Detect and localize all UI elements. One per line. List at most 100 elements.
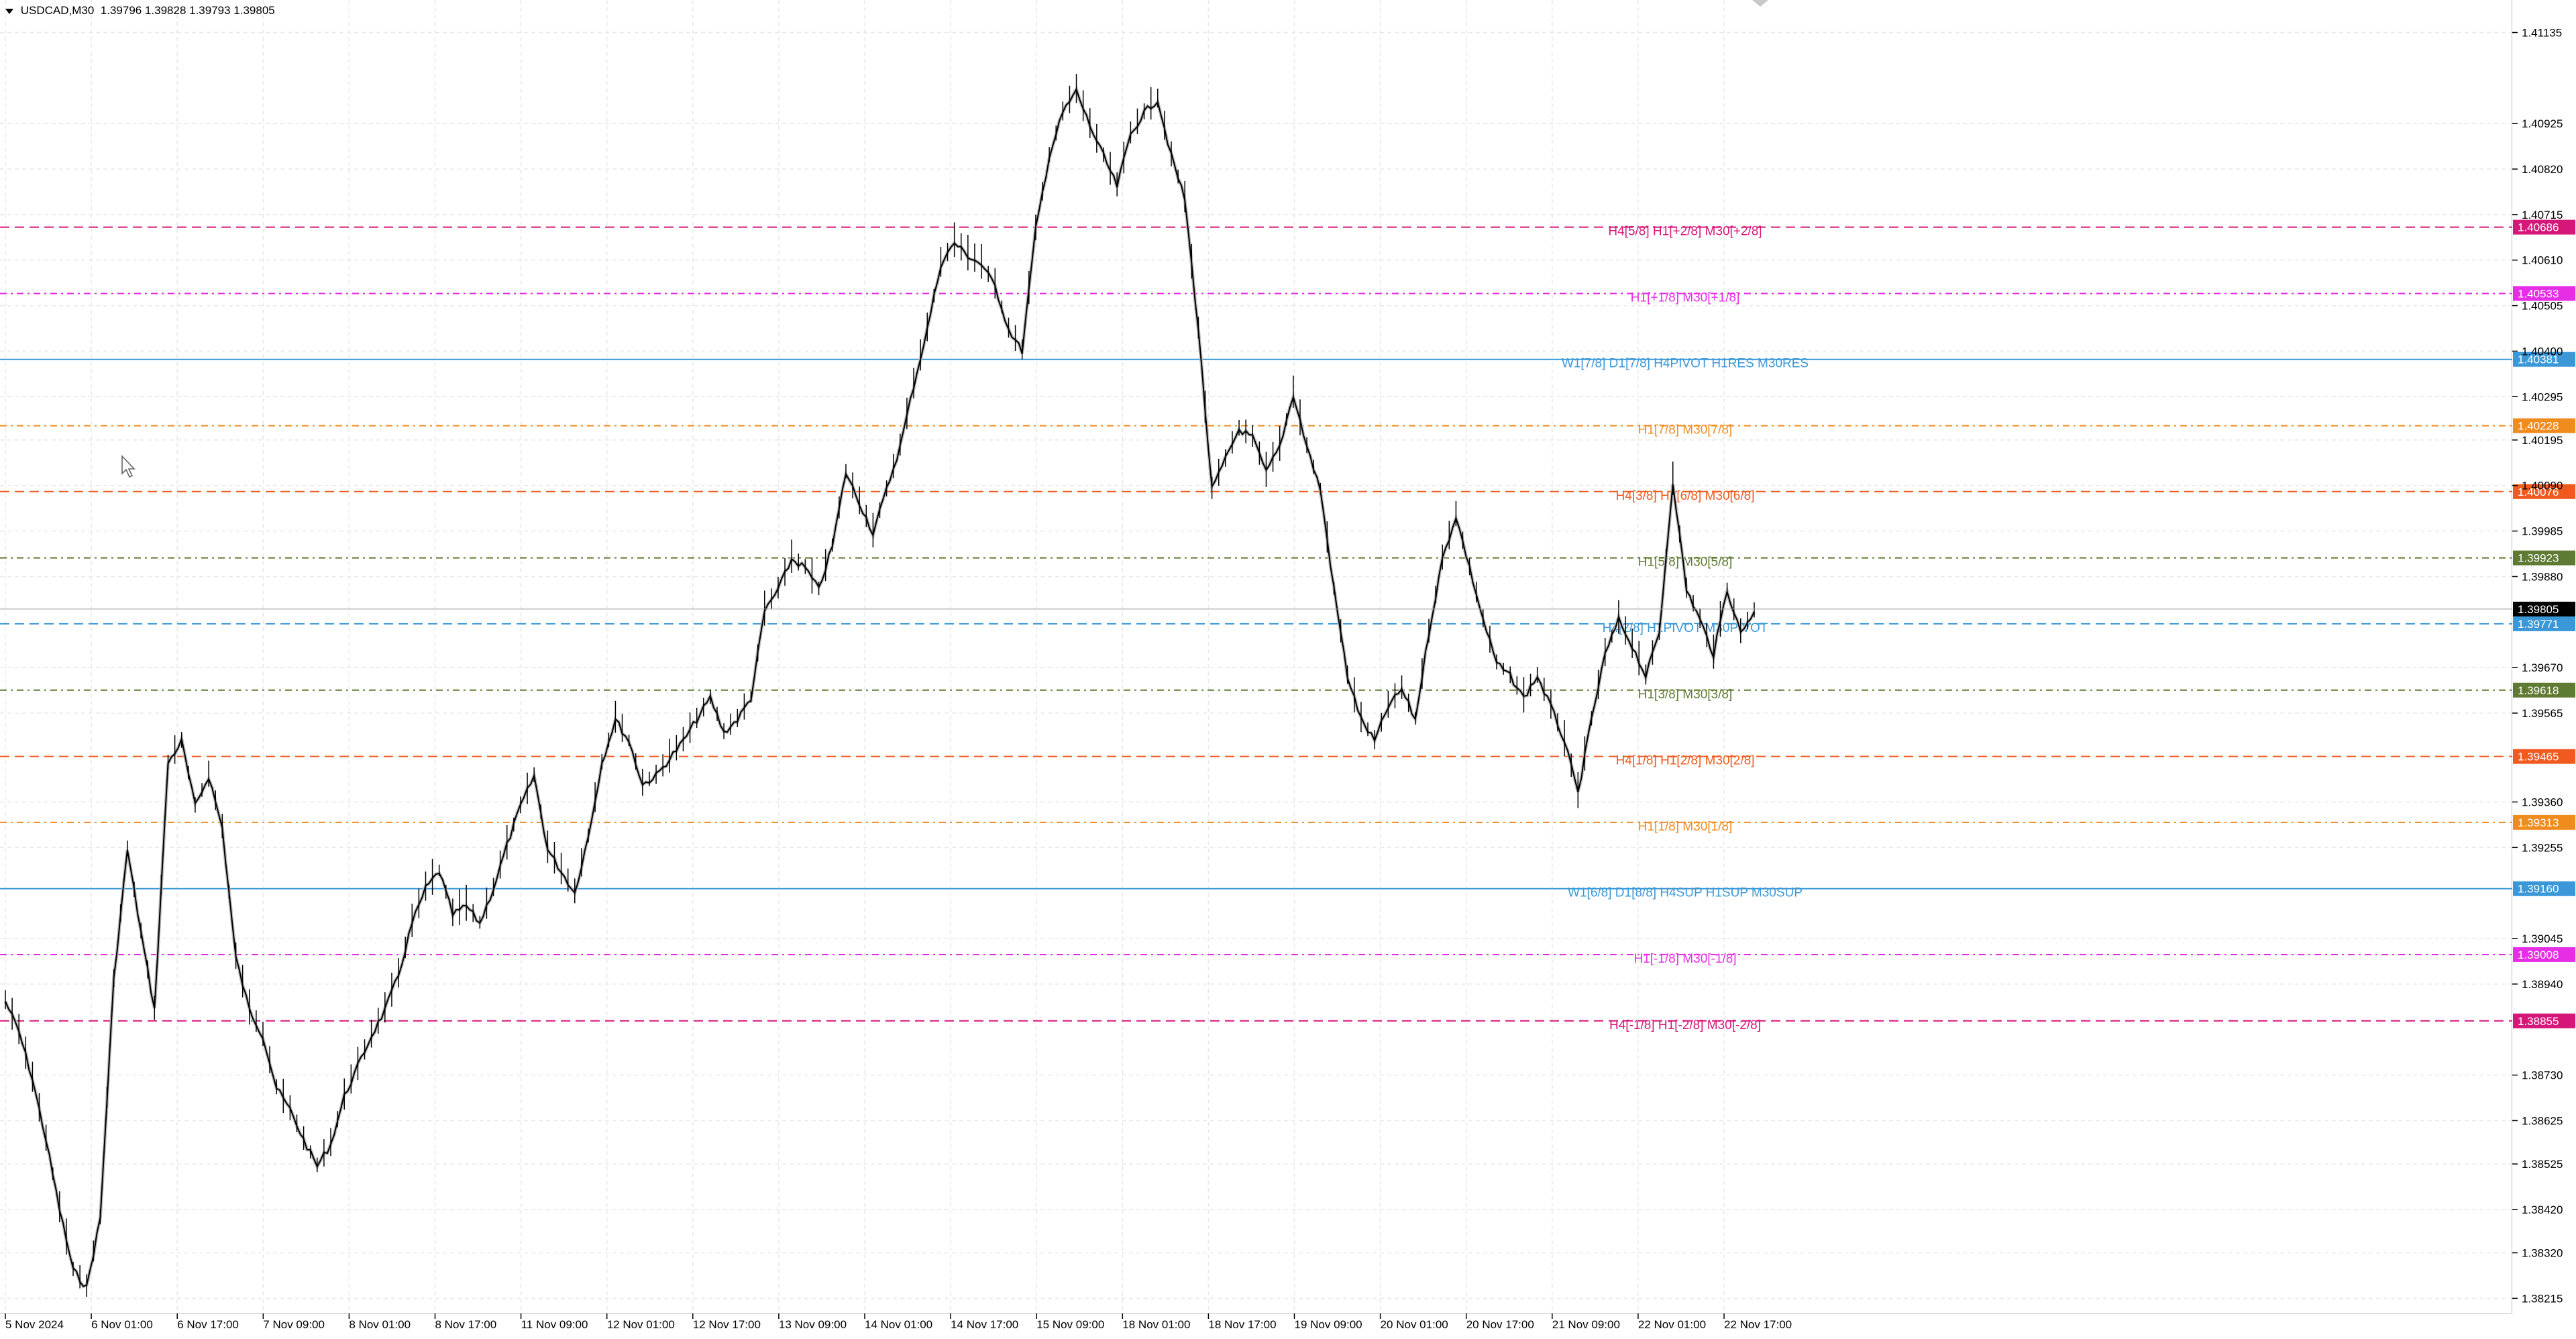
- y-tick-label: 1.39255: [2522, 841, 2563, 854]
- x-tick-label: 20 Nov 17:00: [1466, 1318, 1534, 1331]
- y-tick-label: 1.39880: [2522, 570, 2563, 583]
- y-tick-label: 1.38320: [2522, 1247, 2563, 1260]
- level-price-badge: [2513, 814, 2575, 830]
- y-tick-label: 1.38525: [2522, 1158, 2563, 1171]
- y-tick-label: 1.40925: [2522, 117, 2563, 130]
- level-price-badge: [2513, 749, 2575, 764]
- price-series: 1.39805: [0, 74, 2575, 1297]
- x-tick-label: 6 Nov 01:00: [91, 1318, 153, 1331]
- x-tick-label: 14 Nov 17:00: [951, 1318, 1018, 1331]
- level-price-label: 1.40381: [2518, 354, 2559, 366]
- level-label: H1[7/8] M30[7/8]: [1638, 423, 1732, 437]
- level-price-label: 1.40228: [2518, 420, 2559, 433]
- ohlc-readout: 1.39796 1.39828 1.39793 1.39805: [100, 4, 275, 17]
- x-tick-label: 15 Nov 09:00: [1036, 1318, 1104, 1331]
- price-axis: 1.41135 1.40925 1.40820 1.40715 1.40610 1.405…: [2512, 26, 2563, 1305]
- y-tick-label: 1.40090: [2522, 480, 2563, 492]
- x-tick-label: 12 Nov 17:00: [693, 1318, 761, 1331]
- level-label: W1[7/8] D1[7/8] H4PIVOT H1RES M30RES: [1562, 357, 1809, 371]
- level-label: H1[5/8] M30[5/8]: [1638, 555, 1732, 570]
- x-tick-label: 8 Nov 01:00: [349, 1318, 411, 1331]
- y-tick-label: 1.40400: [2522, 345, 2563, 358]
- y-tick-label: 1.41135: [2522, 26, 2562, 39]
- y-tick-label: 1.40820: [2522, 163, 2563, 176]
- x-tick-label: 14 Nov 01:00: [865, 1318, 932, 1331]
- level-label: W1[6/8] D1[8/8] H4SUP H1SUP M30SUP: [1568, 886, 1803, 900]
- level-price-label: 1.40533: [2518, 287, 2559, 300]
- level-price-badge: [2513, 1013, 2575, 1028]
- level-label: H1[-1/8] M30[-1/8]: [1633, 952, 1736, 966]
- level-label: H4[-1/8] H1[-2/8] M30[-2/8]: [1609, 1018, 1761, 1032]
- y-tick-label: 1.39565: [2522, 707, 2563, 720]
- level-price-label: 1.39923: [2518, 552, 2559, 565]
- level-label: H4[5/8] H1[+2/8] M30[+2/8]: [1608, 225, 1762, 239]
- y-tick-label: 1.39985: [2522, 525, 2563, 538]
- price-shadow: [3, 85, 1756, 1289]
- level-price-label: 1.39313: [2518, 816, 2559, 829]
- level-price-badge: [2513, 550, 2575, 566]
- x-tick-label: 6 Nov 17:00: [177, 1318, 239, 1331]
- level-price-label: 1.39771: [2518, 618, 2559, 631]
- x-tick-label: 21 Nov 09:00: [1552, 1318, 1620, 1331]
- y-tick-label: 1.38940: [2522, 978, 2563, 991]
- level-price-badge: [2513, 418, 2575, 433]
- level-label: H4[3/8] H1[6/8] M30[6/8]: [1615, 489, 1754, 503]
- y-tick-label: 1.40195: [2522, 434, 2563, 447]
- level-price-badge: [2513, 484, 2575, 499]
- level-price-label: 1.39008: [2518, 949, 2559, 961]
- y-tick-label: 1.38215: [2522, 1292, 2563, 1305]
- y-tick-label: 1.40295: [2522, 390, 2563, 403]
- y-tick-label: 1.39670: [2522, 661, 2563, 674]
- y-tick-label: 1.39360: [2522, 796, 2563, 808]
- level-price-badge: [2513, 881, 2575, 896]
- chevron-down-icon[interactable]: [5, 8, 13, 14]
- x-tick-label: 19 Nov 09:00: [1295, 1318, 1362, 1331]
- time-axis: 5 Nov 2024 6 Nov 01:00 6 Nov 17:00 7 Nov 09…: [5, 1314, 1792, 1331]
- level-price-label: 1.40686: [2518, 221, 2559, 234]
- level-label: H1[+1/8] M30[+1/8]: [1631, 290, 1740, 305]
- level-price-label: 1.39160: [2518, 883, 2559, 896]
- x-tick-label: 22 Nov 17:00: [1724, 1318, 1792, 1331]
- level-label: H1[3/8] M30[3/8]: [1638, 688, 1732, 702]
- chart-header[interactable]: USDCAD,M30 1.39796 1.39828 1.39793 1.398…: [5, 4, 275, 17]
- symbol-label: USDCAD,M30: [20, 4, 95, 17]
- level-price-badge: [2513, 616, 2575, 631]
- y-tick-label: 1.40505: [2522, 300, 2563, 313]
- level-price-label: 1.39618: [2518, 684, 2559, 697]
- x-tick-label: 7 Nov 09:00: [263, 1318, 325, 1331]
- mouse-pointer-icon: [121, 455, 136, 478]
- level-price-label: 1.38855: [2518, 1015, 2559, 1028]
- y-tick-label: 1.38420: [2522, 1203, 2563, 1216]
- level-price-badge: [2513, 682, 2575, 698]
- x-tick-label: 18 Nov 01:00: [1122, 1318, 1190, 1331]
- level-price-badge: [2513, 286, 2575, 301]
- level-price-badge: [2513, 352, 2575, 367]
- y-tick-label: 1.40715: [2522, 209, 2563, 221]
- current-price-badge: [2513, 601, 2575, 617]
- current-price-label: 1.39805: [2518, 603, 2559, 616]
- y-tick-label: 1.38625: [2522, 1114, 2563, 1127]
- level-label: H4[2/8] H1PIVOT M30PIVOT: [1603, 621, 1768, 635]
- chart-grid: [0, 0, 2512, 1314]
- y-tick-label: 1.39045: [2522, 932, 2563, 945]
- level-price-label: 1.39465: [2518, 751, 2559, 763]
- y-tick-label: 1.40610: [2522, 254, 2563, 267]
- level-label: H4[1/8] H1[2/8] M30[2/8]: [1615, 754, 1754, 768]
- x-tick-label: 20 Nov 01:00: [1381, 1318, 1448, 1331]
- x-tick-label: 5 Nov 2024: [5, 1318, 64, 1331]
- price-line: [5, 87, 1755, 1287]
- x-tick-label: 11 Nov 09:00: [521, 1318, 588, 1331]
- x-tick-label: 8 Nov 17:00: [435, 1318, 497, 1331]
- level-price-label: 1.40076: [2518, 486, 2559, 498]
- level-label: H1[1/8] M30[1/8]: [1638, 820, 1732, 834]
- level-price-badge: [2513, 219, 2575, 235]
- x-tick-label: 13 Nov 09:00: [779, 1318, 847, 1331]
- x-tick-label: 22 Nov 01:00: [1638, 1318, 1706, 1331]
- chart-shift-marker[interactable]: [1752, 0, 1768, 7]
- x-tick-label: 18 Nov 17:00: [1208, 1318, 1276, 1331]
- level-price-badge: [2513, 947, 2575, 962]
- pivot-levels: H4[5/8] H1[+2/8] M30[+2/8] 1.40686 H1[+1/8…: [0, 219, 2575, 1032]
- x-tick-label: 12 Nov 01:00: [607, 1318, 675, 1331]
